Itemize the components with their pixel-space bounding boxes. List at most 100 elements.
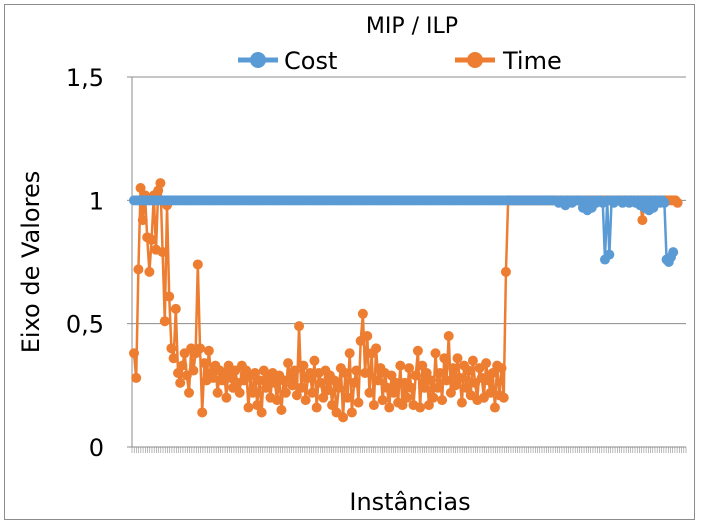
x-axis: [131, 77, 687, 453]
data-point-time: [500, 266, 511, 277]
data-point-time: [463, 365, 474, 376]
data-point-time: [342, 392, 353, 403]
data-point-time: [373, 375, 384, 386]
data-point-time: [261, 382, 272, 393]
data-point-time: [395, 360, 406, 371]
data-point-time: [390, 377, 401, 388]
data-point-time: [441, 375, 452, 386]
data-point-time: [289, 365, 300, 376]
data-point-time: [437, 395, 448, 406]
data-point-time: [192, 259, 203, 270]
data-point-time: [386, 370, 397, 381]
data-point-time: [159, 316, 170, 327]
chart-frame: [4, 4, 695, 520]
legend-entry-cost: Cost: [238, 47, 337, 75]
x-axis-title: Instâncias: [349, 488, 470, 516]
data-point-time: [368, 400, 379, 411]
data-point-time: [434, 368, 445, 378]
data-point-time: [309, 355, 320, 366]
data-point-time: [426, 375, 437, 386]
data-point-time: [221, 392, 232, 403]
data-point-time: [371, 343, 382, 354]
legend-label-cost: Cost: [284, 47, 337, 75]
data-point-time: [146, 234, 157, 245]
data-point-time: [344, 348, 355, 359]
data-point-time: [360, 368, 371, 378]
data-point-time: [208, 372, 219, 383]
data-point-time: [423, 400, 434, 411]
data-point-time: [269, 377, 280, 388]
data-point-time: [294, 321, 305, 332]
data-point-time: [129, 348, 139, 359]
y-tick-label: 0,5: [66, 311, 104, 339]
data-point-time: [498, 392, 509, 403]
data-point-time: [346, 407, 357, 418]
data-point-time: [276, 405, 287, 415]
data-point-time: [489, 402, 500, 413]
data-point-time: [175, 377, 186, 388]
data-point-time: [234, 387, 245, 398]
data-point-time: [454, 372, 465, 383]
data-point-time: [329, 375, 340, 386]
legend-marker-time: [467, 52, 483, 68]
data-point-time: [322, 385, 333, 396]
data-point-cost: [659, 197, 670, 208]
data-point-time: [131, 372, 142, 383]
data-point-time: [485, 387, 496, 398]
y-tick-label: 1: [89, 187, 104, 215]
data-point-time: [364, 387, 375, 398]
data-point-time: [338, 412, 349, 423]
data-point-time: [155, 178, 166, 189]
data-point-time: [188, 365, 199, 376]
data-point-time: [445, 387, 456, 398]
data-point-time: [419, 382, 430, 393]
data-point-time: [164, 291, 175, 302]
data-point-time: [672, 197, 683, 208]
data-point-time: [305, 368, 316, 378]
data-point-time: [168, 353, 179, 364]
legend-marker-cost: [250, 52, 266, 68]
data-point-time: [349, 377, 360, 388]
data-point-time: [137, 215, 148, 226]
data-point-time: [144, 266, 155, 277]
data-point-time: [280, 387, 291, 398]
data-point-time: [401, 392, 412, 403]
data-point-time: [318, 392, 329, 403]
data-point-time: [450, 380, 461, 391]
data-point-time: [258, 365, 269, 376]
data-point-time: [397, 400, 408, 411]
data-point-time: [195, 343, 206, 354]
series-layer: [129, 178, 683, 423]
data-point-time: [452, 353, 463, 364]
data-point-time: [166, 343, 177, 354]
legend: Cost Time: [238, 47, 562, 75]
chart-title: MIP / ILP: [366, 14, 458, 39]
data-point-cost: [604, 249, 615, 260]
y-tick-label: 0: [89, 434, 104, 462]
data-point-time: [483, 375, 494, 386]
data-point-time: [177, 360, 188, 371]
data-point-time: [421, 368, 432, 378]
data-point-time: [316, 377, 327, 388]
data-point-time: [353, 397, 364, 408]
data-point-time: [384, 402, 395, 413]
data-point-time: [197, 407, 208, 418]
data-point-time: [311, 402, 322, 413]
data-point-time: [637, 215, 648, 226]
data-point-time: [496, 363, 507, 374]
series-cost: [129, 195, 679, 267]
data-point-time: [377, 395, 388, 406]
data-point-time: [439, 353, 450, 364]
data-point-time: [461, 382, 472, 393]
data-point-time: [340, 368, 351, 378]
data-point-time: [184, 387, 195, 398]
data-point-time: [287, 380, 298, 391]
data-point-time: [415, 402, 426, 413]
data-point-time: [456, 397, 467, 408]
data-point-time: [404, 363, 415, 374]
data-point-time: [212, 387, 223, 398]
data-point-time: [327, 400, 338, 411]
data-point-time: [412, 345, 423, 356]
data-point-time: [428, 392, 439, 403]
